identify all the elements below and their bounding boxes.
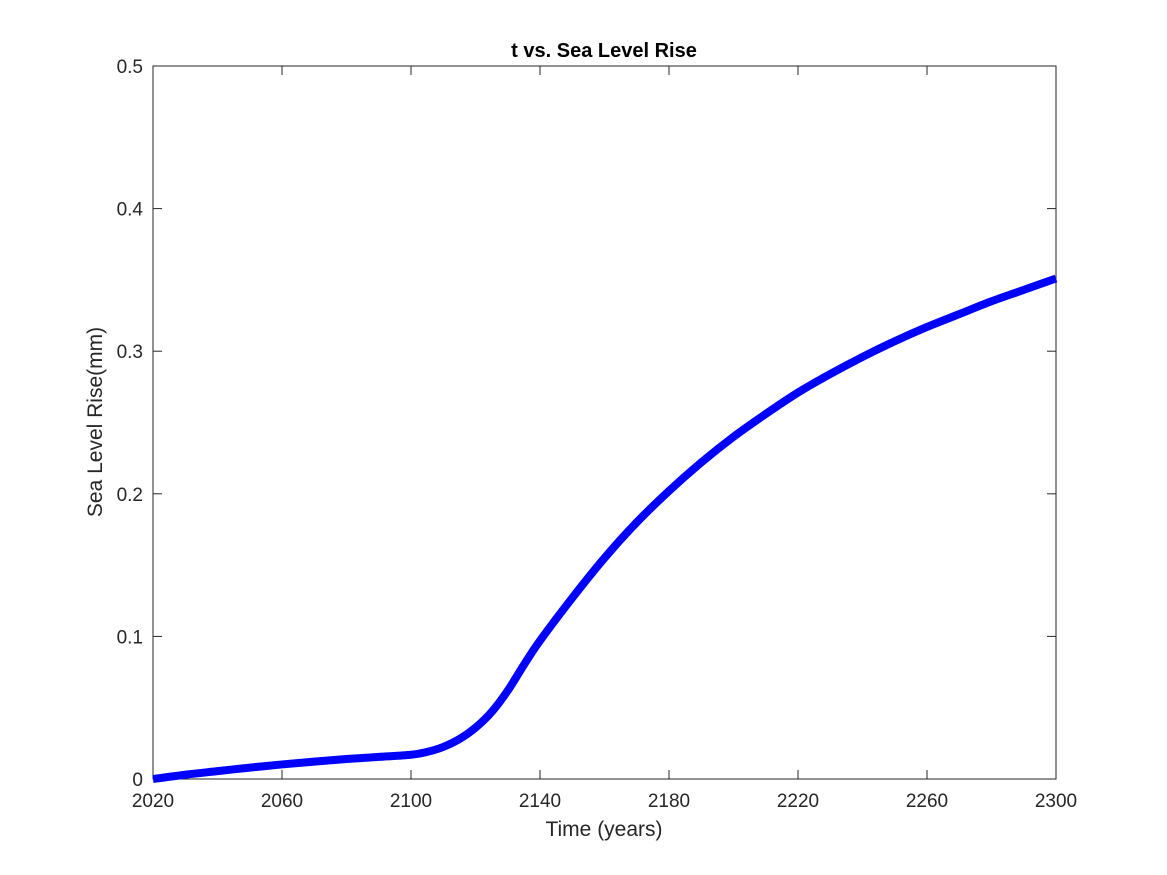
x-tick-label: 2220 xyxy=(777,791,819,812)
x-tick-label: 2180 xyxy=(648,791,690,812)
x-tick-label: 2020 xyxy=(132,791,174,812)
y-tick-label: 0.3 xyxy=(117,342,143,363)
y-axis-label: Sea Level Rise(mm) xyxy=(84,327,107,517)
y-tick-label: 0.1 xyxy=(117,627,143,648)
axis-ticks xyxy=(152,65,1057,780)
x-axis-label: Time (years) xyxy=(545,818,662,841)
x-tick-label: 2100 xyxy=(390,791,432,812)
y-tick-label: 0.2 xyxy=(117,485,143,506)
x-tick-label: 2140 xyxy=(519,791,561,812)
plot-area-frame xyxy=(152,65,1057,780)
y-tick-label: 0.4 xyxy=(117,200,144,221)
x-tick-labels: 2020 2060 2100 2140 2180 2220 2260 2300 xyxy=(132,791,1077,812)
y-tick-label: 0 xyxy=(132,770,143,791)
y-tick-label: 0.5 xyxy=(117,57,143,78)
x-tick-label: 2300 xyxy=(1035,791,1077,812)
series-line xyxy=(152,274,1058,783)
x-tick-label: 2260 xyxy=(906,791,948,812)
y-tick-labels: 0 0.1 0.2 0.3 0.4 0.5 xyxy=(117,57,144,791)
chart-title: t vs. Sea Level Rise xyxy=(511,40,697,62)
series-layer xyxy=(152,274,1058,783)
x-tick-label: 2060 xyxy=(261,791,303,812)
